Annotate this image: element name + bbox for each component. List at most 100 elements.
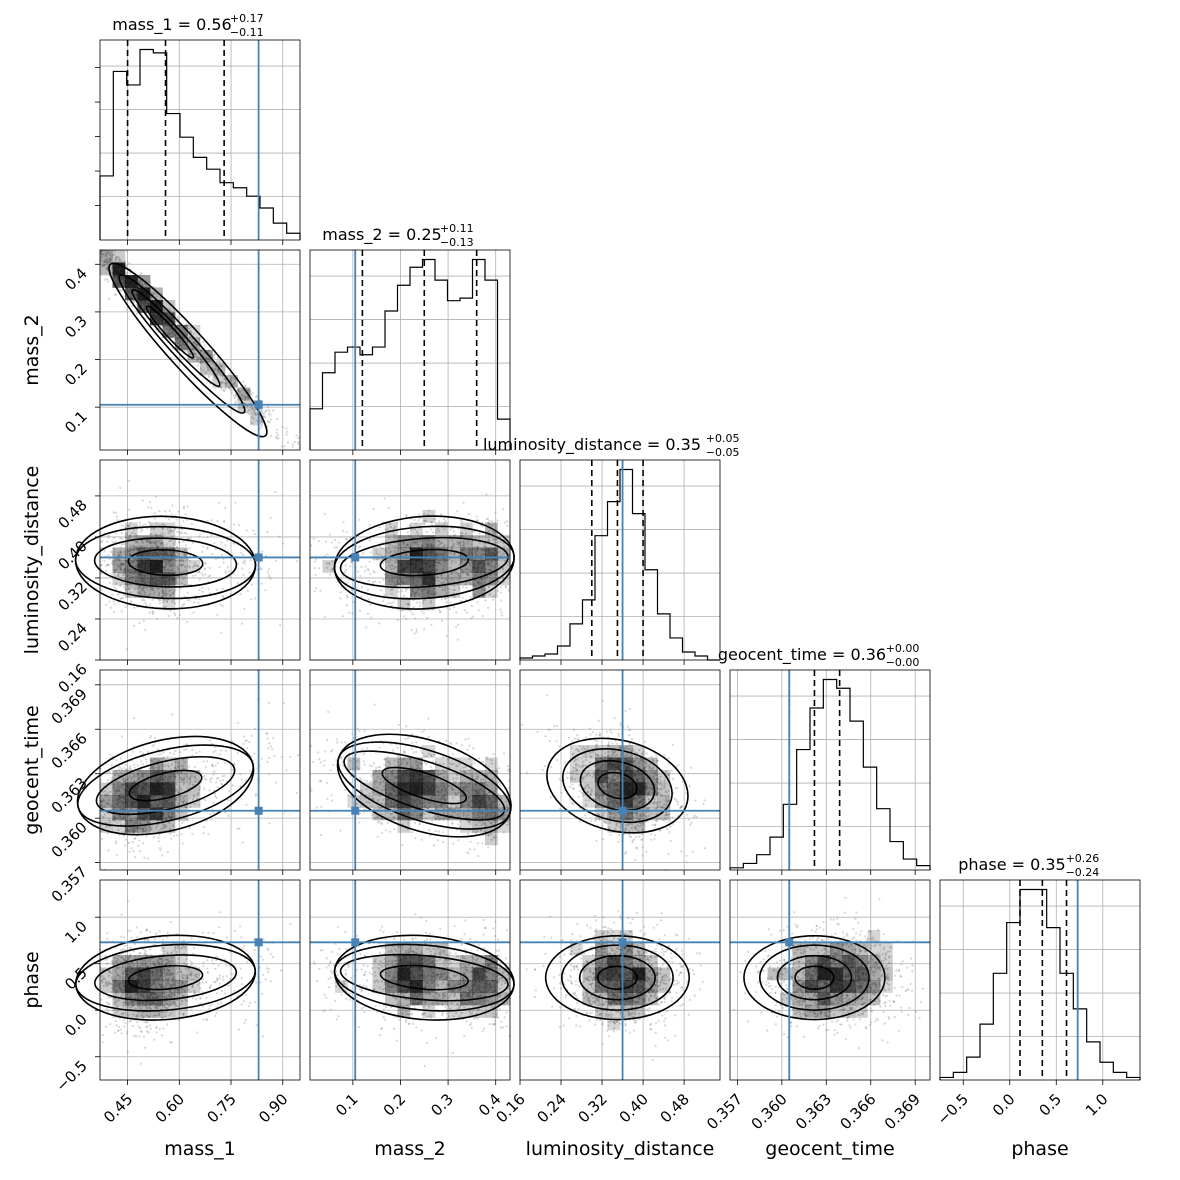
scatter-point [280,755,283,759]
scatter-point [209,359,212,362]
scatter-point [170,513,173,516]
scatter-point [264,409,268,412]
scatter-point [101,253,104,256]
scatter-point [246,411,249,414]
scatter-point [470,617,473,620]
scatter-point [364,570,367,573]
scatter-point [138,850,141,853]
scatter-point [206,536,209,539]
scatter-point [465,611,469,614]
scatter-point [161,854,164,857]
scatter-point [268,573,271,576]
scatter-point [108,581,111,584]
scatter-point [126,250,129,253]
scatter-point [139,530,142,533]
scatter-point [402,615,405,618]
scatter-point [417,519,420,522]
scatter-point [234,381,237,384]
scatter-point [275,436,278,439]
scatter-point [198,338,201,341]
scatter-point [211,356,215,359]
scatter-point [220,381,223,384]
scatter-point [232,378,235,381]
scatter-point [108,600,111,603]
scatter-point [471,615,475,618]
scatter-point [228,373,231,376]
scatter-point [494,511,497,514]
scatter-point [114,258,117,261]
scatter-point [371,580,374,583]
scatter-point [115,515,119,518]
scatter-point [276,417,279,421]
scatter-point [348,536,352,539]
scatter-point [109,261,112,264]
scatter-point [112,511,115,514]
scatter-point [260,568,263,571]
scatter-point [153,517,157,520]
scatter-point [209,369,212,372]
scatter-point [234,501,237,504]
scatter-point [214,764,217,768]
scatter-point [243,735,246,738]
scatter-point [444,597,447,601]
scatter-point [227,386,230,389]
scatter-point [248,391,251,394]
scatter-point [418,517,421,520]
scatter-point [162,751,165,754]
scatter-point [152,836,156,839]
scatter-point [105,267,108,270]
scatter-point [211,362,214,365]
scatter-point [250,598,253,601]
scatter-point [114,293,117,296]
scatter-point [368,560,371,564]
scatter-point [120,543,123,546]
scatter-point [209,574,212,577]
scatter-point [499,608,502,611]
scatter-point [195,359,198,362]
scatter-point [366,612,370,616]
scatter-point [138,280,142,283]
scatter-point [135,312,138,316]
scatter-point [249,559,252,562]
scatter-point [229,388,232,391]
scatter-point [400,590,403,593]
scatter-point [100,541,103,544]
scatter-point [182,540,185,543]
scatter-point [255,395,258,399]
scatter-point [226,799,230,802]
scatter-point [183,343,186,346]
scatter-point [193,765,196,769]
scatter-point [210,519,213,522]
scatter-point [236,388,239,392]
scatter-point [268,757,271,760]
scatter-point [366,567,369,570]
scatter-point [448,608,451,611]
scatter-point [207,349,210,352]
scatter-point [236,388,240,391]
scatter-point [268,822,271,825]
scatter-point [252,410,256,413]
scatter-point [138,281,141,285]
scatter-point [216,370,220,373]
scatter-point [188,350,191,353]
scatter-point [245,529,248,532]
scatter-point [425,530,428,534]
scatter-point [269,745,272,748]
scatter-point [502,508,505,511]
scatter-point [133,763,136,766]
scatter-point [500,614,504,617]
scatter-point [213,354,216,357]
scatter-point [213,368,216,371]
scatter-point [339,591,342,594]
scatter-point [131,304,134,307]
scatter-point [186,591,189,594]
scatter-point [130,847,133,850]
scatter-point [207,375,211,379]
scatter-point [273,754,276,757]
scatter-point [226,539,229,542]
scatter-point [248,769,251,772]
scatter-point [507,589,510,592]
scatter-point [178,751,182,754]
scatter-point [274,490,277,493]
scatter-point [267,747,270,750]
